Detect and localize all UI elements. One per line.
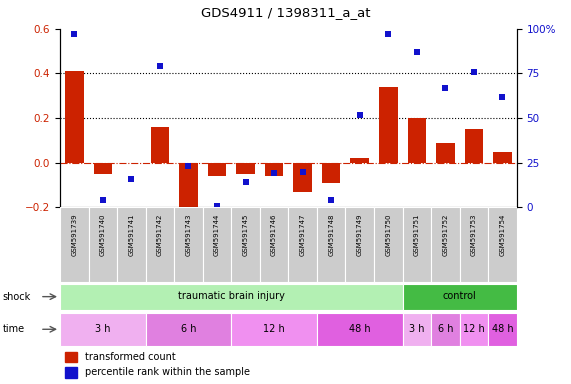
Point	[327, 197, 336, 203]
Bar	[293, 163, 312, 192]
Text: 12 h: 12 h	[263, 324, 285, 334]
Bar	[488, 207, 517, 282]
Bar	[117, 207, 146, 282]
Point	[184, 163, 193, 169]
Bar	[431, 207, 460, 282]
Point	[98, 197, 107, 203]
Point	[412, 49, 421, 55]
Point	[270, 170, 279, 177]
Text: transformed count: transformed count	[85, 352, 176, 362]
Bar	[488, 313, 517, 346]
Bar	[322, 163, 340, 183]
Bar	[179, 163, 198, 214]
Text: 3 h: 3 h	[409, 324, 425, 334]
Bar	[151, 127, 169, 163]
Bar	[345, 207, 374, 282]
Bar	[236, 163, 255, 174]
Text: GSM591744: GSM591744	[214, 214, 220, 256]
Text: GSM591740: GSM591740	[100, 214, 106, 256]
Bar	[208, 163, 226, 176]
Text: GSM591739: GSM591739	[71, 214, 77, 256]
Bar	[288, 207, 317, 282]
Text: traumatic brain injury: traumatic brain injury	[178, 291, 285, 301]
Text: GSM591754: GSM591754	[500, 214, 505, 256]
Text: GSM591746: GSM591746	[271, 214, 277, 256]
Bar	[60, 284, 403, 310]
Bar	[146, 313, 231, 346]
Point	[212, 202, 222, 209]
Bar	[436, 142, 455, 163]
Text: 48 h: 48 h	[492, 324, 513, 334]
Point	[498, 94, 507, 100]
Bar	[260, 207, 288, 282]
Bar	[231, 313, 317, 346]
Point	[469, 69, 478, 75]
Text: shock: shock	[3, 291, 31, 302]
Text: GSM591753: GSM591753	[471, 214, 477, 256]
Point	[241, 179, 250, 185]
Text: time: time	[3, 324, 25, 334]
Bar	[231, 207, 260, 282]
Bar	[146, 207, 174, 282]
Bar	[408, 118, 426, 163]
Bar	[460, 207, 488, 282]
Text: 6 h: 6 h	[437, 324, 453, 334]
Bar	[60, 207, 89, 282]
Bar	[351, 158, 369, 163]
Text: GDS4911 / 1398311_a_at: GDS4911 / 1398311_a_at	[201, 7, 370, 20]
Point	[384, 31, 393, 37]
Bar	[317, 207, 345, 282]
Bar	[403, 313, 431, 346]
Point	[298, 169, 307, 175]
Bar	[174, 207, 203, 282]
Text: GSM591742: GSM591742	[157, 214, 163, 256]
Bar	[465, 129, 483, 163]
Bar	[65, 352, 77, 362]
Point	[441, 84, 450, 91]
Bar	[431, 313, 460, 346]
Point	[155, 63, 164, 70]
Text: 6 h: 6 h	[180, 324, 196, 334]
Text: GSM591748: GSM591748	[328, 214, 334, 256]
Bar	[493, 152, 512, 163]
Bar	[203, 207, 231, 282]
Bar	[65, 367, 77, 377]
Bar	[60, 313, 146, 346]
Text: GSM591752: GSM591752	[443, 214, 448, 256]
Bar	[317, 313, 403, 346]
Bar	[89, 207, 117, 282]
Bar	[379, 87, 397, 163]
Point	[355, 111, 364, 118]
Text: 48 h: 48 h	[349, 324, 371, 334]
Text: GSM591749: GSM591749	[357, 214, 363, 256]
Text: 3 h: 3 h	[95, 324, 111, 334]
Text: 12 h: 12 h	[463, 324, 485, 334]
Bar	[403, 284, 517, 310]
Bar	[94, 163, 112, 174]
Point	[127, 176, 136, 182]
Text: GSM591745: GSM591745	[243, 214, 248, 256]
Bar	[403, 207, 431, 282]
Bar	[374, 207, 403, 282]
Text: control: control	[443, 291, 477, 301]
Text: GSM591743: GSM591743	[186, 214, 191, 256]
Text: GSM591747: GSM591747	[300, 214, 305, 256]
Point	[70, 31, 79, 37]
Text: GSM591751: GSM591751	[414, 214, 420, 256]
Text: percentile rank within the sample: percentile rank within the sample	[85, 367, 250, 377]
Bar	[65, 71, 83, 163]
Text: GSM591741: GSM591741	[128, 214, 134, 256]
Bar	[265, 163, 283, 176]
Text: GSM591750: GSM591750	[385, 214, 391, 256]
Bar	[460, 313, 488, 346]
